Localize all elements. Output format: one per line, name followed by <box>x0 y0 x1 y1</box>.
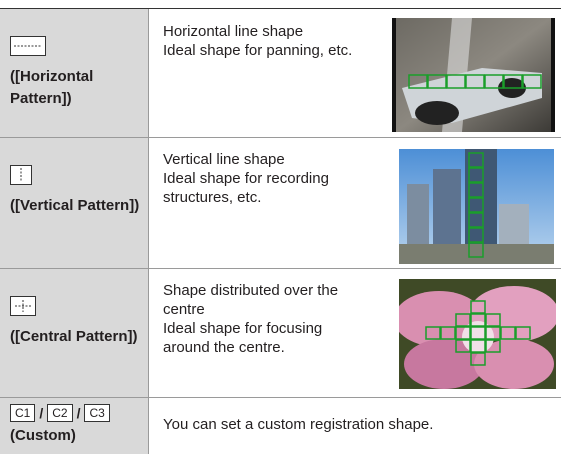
description-line: Shape distributed over the centre <box>163 282 339 318</box>
table-row: ([Horizontal Pattern]) Horizontal line s… <box>0 8 561 137</box>
row-label: (Custom) <box>10 427 76 444</box>
description-line: Ideal shape for focusing around the cent… <box>163 320 323 356</box>
vertical-icon <box>10 165 32 185</box>
sample-photo <box>399 279 556 389</box>
description-line: Ideal shape for panning, etc. <box>163 42 353 59</box>
row-label: ([Vertical Pattern]) <box>10 197 140 214</box>
table-row: ([Central Pattern]) Shape distributed ov… <box>0 268 561 397</box>
custom-icon: C2 <box>47 404 73 422</box>
row-label: ([Horizontal Pattern]) <box>10 68 94 107</box>
label-cell: ([Vertical Pattern]) <box>0 138 149 268</box>
label-cell: ([Horizontal Pattern]) <box>0 9 149 137</box>
central-icon <box>10 296 36 316</box>
row-description: Horizontal line shape Ideal shape for pa… <box>163 22 378 60</box>
custom-icons: C1 / C2 / C3 <box>10 404 110 422</box>
sample-photo <box>392 18 555 132</box>
label-cell: ([Central Pattern]) <box>0 269 149 397</box>
row-description: Shape distributed over the centre Ideal … <box>163 281 368 357</box>
separator: / <box>39 405 44 421</box>
table-row: C1 / C2 / C3 (Custom) You can set a cust… <box>0 397 561 454</box>
table-row: ([Vertical Pattern]) Vertical line shape… <box>0 137 561 268</box>
row-description: You can set a custom registration shape. <box>163 415 553 434</box>
description-line: You can set a custom registration shape. <box>163 416 434 433</box>
description-line: Ideal shape for recording structures, et… <box>163 170 329 206</box>
description-line: Vertical line shape <box>163 151 285 168</box>
custom-icon: C3 <box>84 404 110 422</box>
separator: / <box>76 405 81 421</box>
row-label: ([Central Pattern]) <box>10 328 138 345</box>
custom-icon: C1 <box>10 404 36 422</box>
row-description: Vertical line shape Ideal shape for reco… <box>163 150 378 207</box>
description-line: Horizontal line shape <box>163 23 304 40</box>
sample-photo <box>399 149 554 264</box>
label-cell: C1 / C2 / C3 (Custom) <box>0 398 149 454</box>
horizontal-icon <box>10 36 46 56</box>
